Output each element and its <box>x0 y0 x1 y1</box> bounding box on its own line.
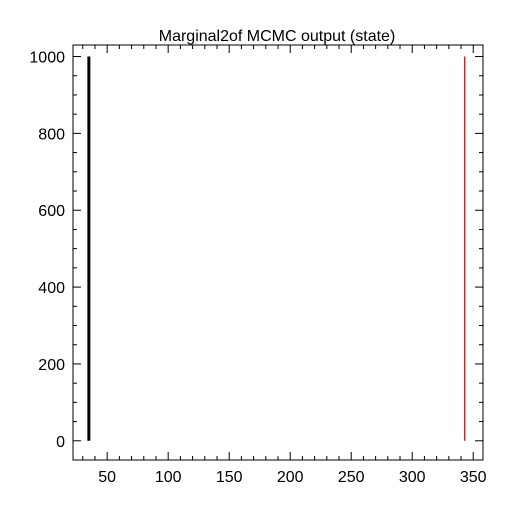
major-ticks <box>73 45 483 460</box>
series-layer <box>87 56 466 441</box>
y-tick-label: 0 <box>56 434 65 451</box>
tick-labels: 50 100 150 200 250 300 350 0 200 400 600 800 1000 <box>29 50 486 486</box>
y-tick-label: 400 <box>38 280 65 297</box>
x-tick-label: 300 <box>399 469 426 486</box>
y-tick-label: 1000 <box>29 50 65 67</box>
y-tick-label: 200 <box>38 357 65 374</box>
x-tick-label: 100 <box>155 469 182 486</box>
chart-title: Marginal2of MCMC output (state) <box>159 28 396 45</box>
x-tick-label: 150 <box>216 469 243 486</box>
minor-ticks <box>73 45 483 461</box>
plot-frame <box>72 44 484 461</box>
y-tick-label: 800 <box>38 126 65 143</box>
y-tick-label: 600 <box>38 203 65 220</box>
x-tick-label: 350 <box>460 469 487 486</box>
x-tick-label: 250 <box>338 469 365 486</box>
x-tick-label: 200 <box>277 469 304 486</box>
x-tick-label: 50 <box>98 469 116 486</box>
